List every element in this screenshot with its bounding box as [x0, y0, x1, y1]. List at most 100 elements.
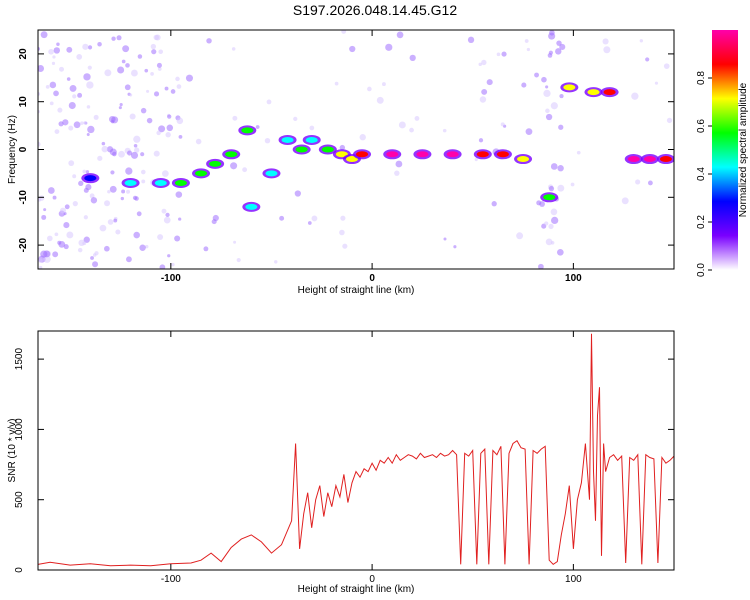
- noise-speck: [524, 39, 529, 43]
- noise-speck: [38, 92, 41, 96]
- noise-speck: [274, 260, 278, 264]
- ridge-point: [195, 170, 208, 177]
- noise-speck: [156, 130, 161, 136]
- noise-speck: [516, 232, 524, 240]
- noise-speck: [101, 141, 106, 146]
- noise-speck: [125, 63, 130, 68]
- ridge-point: [627, 156, 640, 163]
- noise-speck: [339, 229, 345, 236]
- noise-speck: [66, 231, 74, 239]
- noise-speck: [52, 251, 59, 258]
- bottom-x-axis-title: Height of straight line (km): [298, 584, 415, 595]
- noise-speck: [82, 169, 87, 174]
- noise-speck: [129, 113, 136, 120]
- noise-speck: [76, 54, 83, 60]
- noise-speck: [157, 234, 164, 241]
- noise-speck: [92, 261, 99, 268]
- noise-speck: [559, 43, 566, 50]
- noise-speck: [107, 189, 111, 194]
- bottom-ytick-label: 1500: [14, 348, 25, 371]
- noise-speck: [479, 96, 487, 103]
- bottom-xtick-label: 0: [369, 574, 375, 585]
- noise-speck: [86, 81, 94, 89]
- noise-speck: [125, 167, 133, 175]
- noise-speck: [212, 214, 219, 222]
- noise-speck: [83, 121, 87, 125]
- noise-speck: [178, 134, 183, 139]
- noise-speck: [539, 201, 545, 207]
- noise-speck: [481, 59, 487, 66]
- top-xtick-label: 100: [565, 273, 582, 284]
- noise-speck: [175, 76, 180, 82]
- noise-speck: [550, 163, 558, 170]
- noise-speck: [550, 240, 555, 245]
- noise-speck: [557, 184, 565, 192]
- noise-speck: [57, 240, 62, 245]
- noise-speck: [38, 65, 45, 72]
- noise-speck: [48, 48, 54, 55]
- colorbar: [712, 30, 738, 270]
- noise-speck: [467, 36, 475, 44]
- noise-speck: [47, 187, 55, 194]
- noise-speck: [121, 189, 126, 194]
- noise-speck: [376, 96, 384, 104]
- noise-speck: [52, 195, 57, 200]
- top-panel-frame: [37, 29, 675, 270]
- noise-speck: [73, 121, 81, 129]
- noise-speck: [54, 232, 59, 237]
- noise-speck: [170, 89, 176, 94]
- noise-speck: [141, 179, 146, 184]
- noise-speck: [82, 43, 89, 50]
- heatmap-layer: [38, 30, 674, 269]
- noise-speck: [38, 141, 41, 147]
- noise-speck: [576, 150, 581, 155]
- noise-speck: [178, 217, 182, 221]
- noise-speck: [97, 41, 102, 47]
- noise-speck: [635, 179, 641, 185]
- ridge-point: [124, 179, 137, 186]
- noise-speck: [53, 90, 59, 97]
- noise-speck: [293, 116, 298, 121]
- noise-speck: [570, 182, 575, 187]
- noise-speck: [101, 145, 108, 153]
- noise-speck: [68, 102, 76, 110]
- ridge-point: [225, 151, 238, 158]
- noise-speck: [139, 244, 146, 251]
- noise-speck: [548, 223, 554, 230]
- noise-speck: [140, 169, 146, 175]
- noise-speck: [62, 119, 69, 126]
- colorbar-tick-label: 0.6: [696, 119, 707, 133]
- noise-speck: [43, 255, 51, 263]
- noise-speck: [548, 50, 553, 55]
- top-ytick-label: 10: [18, 96, 29, 108]
- noise-speck: [80, 121, 84, 125]
- noise-speck: [307, 221, 312, 225]
- noise-speck: [545, 85, 549, 89]
- noise-speck: [556, 248, 564, 256]
- noise-speck: [266, 99, 272, 105]
- ridge-point: [305, 136, 318, 143]
- noise-speck: [176, 117, 184, 125]
- noise-speck: [53, 47, 61, 54]
- noise-speck: [550, 102, 558, 110]
- noise-speck: [534, 72, 539, 78]
- noise-speck: [153, 150, 160, 157]
- noise-speck: [176, 84, 182, 89]
- bottom-ytick-label: 1000: [14, 418, 25, 441]
- noise-speck: [140, 152, 145, 157]
- noise-speck: [83, 73, 91, 81]
- noise-speck: [150, 43, 157, 50]
- noise-speck: [54, 129, 60, 134]
- noise-speck: [97, 155, 103, 161]
- noise-speck: [367, 86, 372, 92]
- noise-speck: [59, 66, 65, 72]
- noise-speck: [165, 212, 170, 218]
- noise-speck: [78, 239, 85, 247]
- noise-speck: [118, 106, 122, 110]
- noise-speck: [49, 101, 54, 106]
- noise-speck: [167, 114, 172, 119]
- noise-speck: [43, 208, 47, 212]
- noise-speck: [153, 34, 159, 41]
- noise-speck: [68, 160, 75, 167]
- noise-speck: [109, 185, 117, 193]
